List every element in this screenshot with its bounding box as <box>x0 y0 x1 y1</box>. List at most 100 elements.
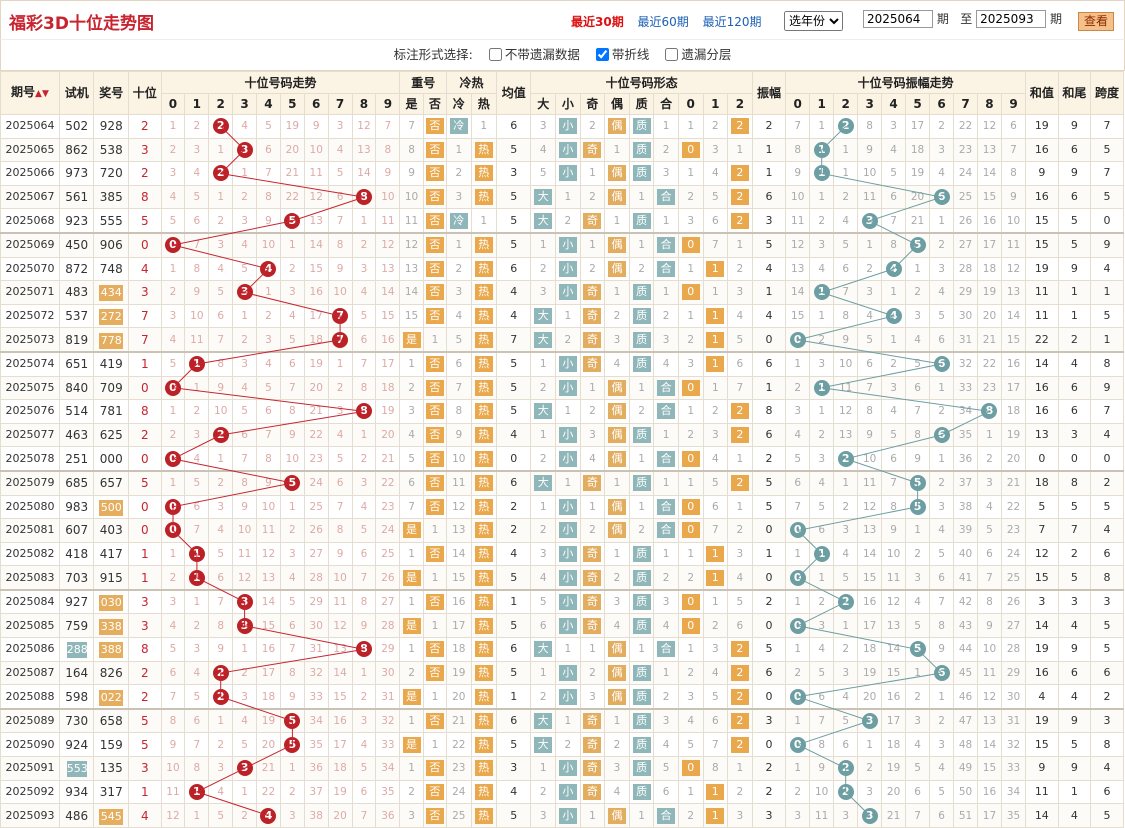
trend-ball-mark: 8 <box>355 641 372 658</box>
span-cell: 5 <box>1090 637 1124 662</box>
table-row: 2025091 553 135 3 10 8 3 3 21 1 36 18 5 34 1 否 23 热 3 1 小奇 3 质… <box>0 756 1124 781</box>
amp-miss: 2 <box>809 588 835 615</box>
trend-miss: 2 <box>232 660 258 686</box>
mod3-cell: 5 <box>702 469 729 496</box>
amp-ball: 2 <box>833 756 859 781</box>
amp-miss: 1 <box>809 184 835 210</box>
trend-miss: 17 <box>256 660 281 686</box>
repeat-cell: 否 <box>422 637 448 662</box>
span-cell: 9 <box>1090 375 1124 401</box>
amp-miss: 28 <box>953 256 978 282</box>
repeat-cell: 否 <box>422 469 448 496</box>
tens-cell: 7 <box>128 303 162 329</box>
trend-miss: 1 <box>232 303 258 329</box>
amp-digit-7: 7 <box>953 93 978 115</box>
year-select[interactable]: 选年份 <box>784 11 843 31</box>
amp-miss: 31 <box>953 327 978 353</box>
table-row: 2025072 537 272 7 3 10 6 1 2 4 17 7 5 15 15 否 4 热 4 大 1 奇 2 质 2 1… <box>0 303 1124 329</box>
amp-ball-mark: 2 <box>837 450 854 467</box>
amp-cell: 2 <box>751 588 787 615</box>
trend-miss: 38 <box>303 803 329 828</box>
issue-cell: 2025065 <box>0 137 60 163</box>
amp-cell: 2 <box>751 756 787 781</box>
mod3-cell: 0 <box>677 375 704 401</box>
oddeven-badge: 奇 <box>583 475 602 492</box>
amp-miss: 1 <box>809 399 835 424</box>
option-no-miss[interactable]: 不带遗漏数据 <box>488 47 580 62</box>
amp-miss: 19 <box>905 161 931 186</box>
amp-cell: 5 <box>751 469 787 496</box>
test-cell: 561 <box>58 184 95 210</box>
amp-miss: 20 <box>1000 446 1027 472</box>
repeat-cell: 8 <box>399 137 424 163</box>
view-button[interactable]: 查看 <box>1078 12 1115 31</box>
trend-miss: 18 <box>327 756 353 781</box>
trend-miss: 6 <box>279 613 305 639</box>
test-cell: 759 <box>58 613 95 639</box>
tail-cell: 6 <box>1057 184 1092 210</box>
oddeven-badge: 奇 <box>583 284 602 301</box>
repeat-badge: 否 <box>425 475 444 492</box>
mod3-cell: 2 <box>727 256 753 282</box>
trend-miss: 7 <box>160 684 186 710</box>
avg-cell: 1 <box>495 684 532 710</box>
amp-miss: 11 <box>881 565 907 591</box>
avg-cell: 5 <box>495 399 532 424</box>
amp-digit-1: 1 <box>809 93 835 115</box>
coldhot-cell: 3 <box>446 280 472 305</box>
period-60-link[interactable]: 最近60期 <box>637 15 689 29</box>
amp-miss: 9 <box>785 161 811 186</box>
option-no-miss-checkbox[interactable] <box>488 48 502 61</box>
option-layer[interactable]: 遗漏分层 <box>665 47 731 62</box>
coldhot-cell: 7 <box>446 375 472 401</box>
tail-cell: 1 <box>1057 779 1092 805</box>
trend-miss: 20 <box>279 137 305 163</box>
trend-miss: 6 <box>327 469 353 496</box>
hot-badge: 热 <box>474 356 493 373</box>
coldhot-cell: 热 <box>470 161 497 186</box>
trend-miss: 30 <box>375 660 401 686</box>
amp-cell: 4 <box>751 256 787 282</box>
coldhot-cell: 19 <box>446 660 472 686</box>
amp-ball-mark: 1 <box>813 379 830 396</box>
period-120-link[interactable]: 最近120期 <box>702 15 762 29</box>
table-row: 2025080 983 500 0 0 6 3 9 10 1 25 7 4 23 7 否 12 热 2 1 小 1 偶 1 合 0… <box>0 494 1124 520</box>
oddeven-cell: 1 <box>579 803 606 828</box>
primecomp-badge: 合 <box>657 498 676 515</box>
sort-icon[interactable]: ▲▼ <box>35 89 49 99</box>
mod3-cell: 6 <box>727 613 753 639</box>
amp-miss: 2 <box>785 660 811 686</box>
tail-cell: 9 <box>1057 256 1092 282</box>
options-bar: 标注形式选择: 不带遗漏数据 带折线 遗漏分层 <box>0 39 1125 71</box>
tail-cell: 3 <box>1057 588 1092 615</box>
amp-miss: 14 <box>976 732 1002 758</box>
oddeven-badge: 奇 <box>583 212 602 229</box>
primecomp-badge: 质 <box>632 688 651 705</box>
tail-cell: 5 <box>1057 565 1092 591</box>
bigsmall-cell: 小 <box>555 446 581 472</box>
from-issue-input[interactable] <box>863 10 933 28</box>
hot-badge: 热 <box>474 189 493 206</box>
trend-miss: 27 <box>375 588 401 615</box>
option-layer-checkbox[interactable] <box>665 48 679 61</box>
coldhot-cell: 热 <box>470 494 497 520</box>
mod3-badge: 2 <box>730 475 749 492</box>
trend-miss: 1 <box>160 399 186 424</box>
oddeven-cell: 偶 <box>604 184 630 210</box>
option-polyline[interactable]: 带折线 <box>595 47 649 62</box>
amp-miss: 10 <box>976 637 1002 662</box>
bigsmall-cell: 大 <box>530 184 557 210</box>
coldhot-cell: 热 <box>470 231 497 258</box>
option-polyline-checkbox[interactable] <box>595 48 609 61</box>
trend-ball-mark: 0 <box>164 237 181 254</box>
to-issue-input[interactable] <box>976 10 1047 28</box>
col-issue[interactable]: 期号▲▼ <box>0 71 60 115</box>
amp-miss: 2 <box>785 779 811 805</box>
table-row: 2025085 759 338 3 4 2 8 3 15 6 30 12 9 28 是 1 17 热 5 6 小奇 4 质 4… <box>0 613 1124 639</box>
mod3-cell: 2 <box>727 732 753 758</box>
amp-ball-mark: 1 <box>813 545 830 562</box>
oddeven-cell: 奇 <box>579 613 606 639</box>
period-30-link[interactable]: 最近30期 <box>571 15 624 29</box>
trend-miss: 8 <box>160 707 186 734</box>
prize-cell: 030 <box>93 588 130 615</box>
